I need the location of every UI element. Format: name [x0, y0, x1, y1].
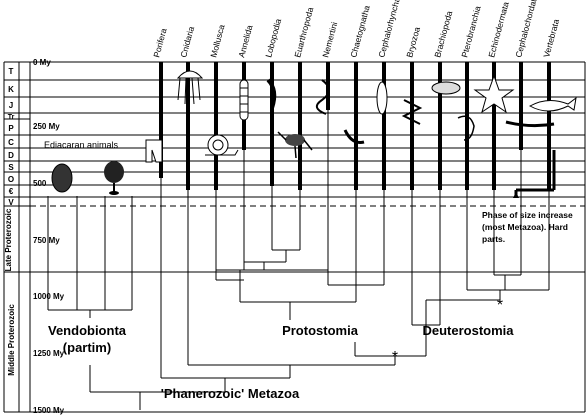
phanerozoic-metazoa-label: 'Phanerozoic' Metazoa	[161, 386, 300, 401]
size-increase-bracket	[513, 150, 556, 198]
vendobiont-fossil-icon	[104, 161, 124, 183]
scorpion-icon	[285, 134, 305, 146]
taxon-label: Nemertini	[320, 21, 339, 59]
taxon-label: Bryozoa	[404, 26, 422, 59]
period-label: V	[8, 198, 14, 207]
my-tick-label: 250 My	[33, 122, 60, 131]
lancelet-icon	[505, 120, 555, 128]
vendobionta-partim-label: (partim)	[63, 340, 111, 355]
chaetognath-icon	[343, 129, 365, 144]
taxon-range-bars	[159, 62, 551, 190]
my-tick-label: 1000 My	[33, 292, 65, 301]
period-label: P	[8, 124, 14, 133]
size-increase-note: parts.	[482, 234, 505, 244]
taxon-label: Vertebrata	[541, 18, 561, 59]
period-label: D	[8, 151, 14, 160]
lobopod-icon	[266, 78, 277, 109]
taxon-label: Lobopodia	[263, 17, 283, 58]
deuterostomia-label: Deuterostomia	[422, 323, 514, 338]
asterisk-marker: *	[497, 297, 503, 314]
starfish-icon	[473, 74, 515, 114]
taxon-label: Cephalochordata	[513, 0, 539, 59]
taxon-label: Euarthropoda	[292, 6, 315, 59]
size-increase-note: (most Metazoa). Hard	[482, 222, 568, 232]
taxon-label: Porifera	[151, 27, 168, 59]
era-label-late-proterozoic: Late Proterozoic	[4, 208, 13, 271]
period-label: K	[8, 85, 14, 94]
fish-icon	[528, 96, 577, 112]
vendobionta-label: Vendobionta	[48, 323, 127, 338]
brachiopod-icon	[431, 81, 461, 95]
my-tick-label: 750 My	[33, 236, 60, 245]
period-label: €	[9, 187, 14, 196]
protostomia-label: Protostomia	[282, 323, 359, 338]
taxon-label: Echinodermata	[486, 0, 511, 58]
period-label: J	[9, 101, 13, 110]
period-label: T	[9, 67, 14, 76]
my-tick-label: 1500 My	[33, 406, 65, 415]
my-tick-label: 1250 My	[33, 349, 65, 358]
annelid-worm-icon	[239, 79, 249, 121]
vendobiont-fossil-icon	[51, 163, 73, 193]
nemertean-icon	[315, 79, 330, 115]
sponge-icon	[145, 139, 163, 163]
taxon-label: Cnidaria	[178, 25, 196, 58]
snail-icon	[207, 134, 229, 156]
organism-illustrations	[51, 70, 577, 195]
pterobranch-icon	[457, 115, 475, 141]
taxon-label: Brachiopoda	[432, 10, 454, 59]
ediacaran-label: Ediacaran animals	[44, 140, 119, 150]
taxon-label: Mollusca	[208, 23, 226, 58]
bryozoan-icon	[401, 99, 423, 125]
taxon-label: Pterobranchia	[459, 5, 482, 59]
period-label: Tr	[8, 114, 15, 121]
priapulid-icon	[376, 81, 388, 115]
period-label: O	[8, 175, 14, 184]
tree-branches	[47, 110, 550, 410]
taxon-label: Cephalorhyncha	[376, 0, 402, 59]
period-dividers	[4, 79, 30, 198]
size-increase-note: Phase of size increase	[482, 210, 573, 220]
jellyfish-icon	[176, 70, 204, 79]
asterisk-marker: *	[392, 349, 398, 366]
taxon-label: Annelida	[236, 24, 254, 59]
my-tick-label: 500	[33, 179, 47, 188]
era-label-middle-proterozoic: Middle Proterozoic	[7, 304, 16, 376]
period-label: S	[8, 163, 14, 172]
period-label: C	[8, 138, 14, 147]
taxon-label: Chaetognatha	[348, 4, 372, 58]
taxon-labels: Porifera Cnidaria Mollusca Annelida Lobo…	[151, 0, 561, 59]
time-scale: T K J Tr P C D S O € V Late Proterozoic …	[3, 58, 65, 415]
